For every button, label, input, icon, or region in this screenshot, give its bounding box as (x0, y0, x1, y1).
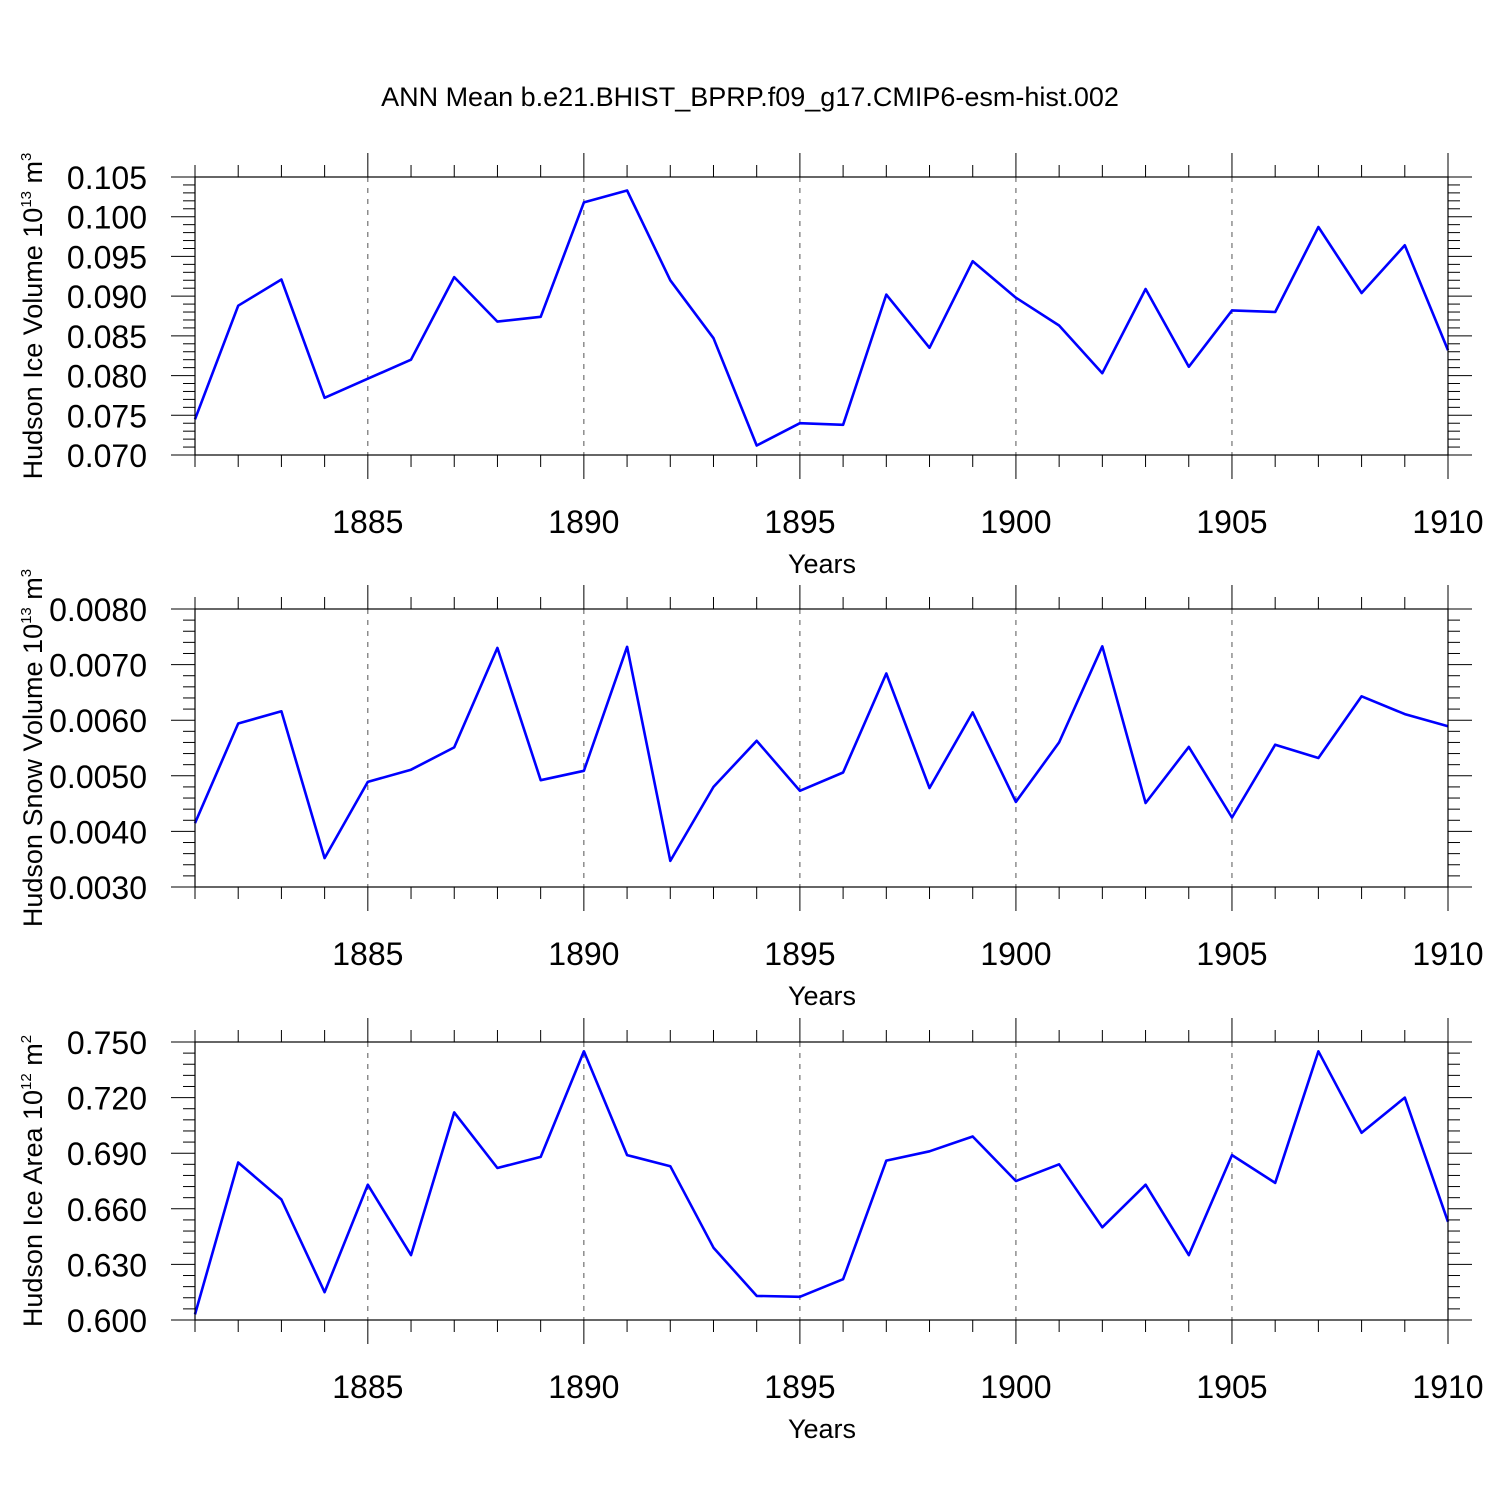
y-tick-label: 0.075 (67, 398, 147, 434)
y-tick-label: 0.0080 (49, 592, 147, 628)
chart-panel-ice-area: 0.600 0.630 0.660 0.690 0.720 0.750 1885 1890 18… (18, 1018, 1484, 1444)
x-tick-label: 1900 (980, 936, 1051, 972)
x-tick-label: 1885 (332, 936, 403, 972)
x-axis-label: Years (788, 1414, 856, 1444)
x-tick-label: 1905 (1196, 504, 1267, 540)
plot-frame (194, 176, 1449, 456)
series-line-ice-area (193, 1050, 1450, 1315)
x-tick-label: 1910 (1412, 936, 1483, 972)
y-tick-label: 0.070 (67, 438, 147, 474)
y-axis-label: Hudson Ice Area 1012 m2 (18, 1035, 48, 1327)
x-tick-label: 1910 (1412, 504, 1483, 540)
x-tick-label: 1895 (764, 936, 835, 972)
x-tick-label: 1885 (332, 504, 403, 540)
y-tick-label: 0.0030 (49, 870, 147, 906)
x-tick-label: 1900 (980, 1369, 1051, 1405)
figure-title: ANN Mean b.e21.BHIST_BPRP.f09_g17.CMIP6-… (381, 82, 1119, 112)
x-tick-label: 1900 (980, 504, 1051, 540)
x-tick-label: 1910 (1412, 1369, 1483, 1405)
y-tick-label: 0.0050 (49, 759, 147, 795)
x-tick-label: 1890 (548, 1369, 619, 1405)
y-tick-label: 0.600 (67, 1303, 147, 1339)
x-tick-label: 1895 (764, 504, 835, 540)
y-tick-label: 0.080 (67, 359, 147, 395)
y-tick-label: 0.085 (67, 319, 147, 355)
plot-frame (194, 608, 1449, 888)
y-tick-label: 0.630 (67, 1247, 147, 1283)
x-axis-label: Years (788, 981, 856, 1011)
y-tick-label: 0.720 (67, 1081, 147, 1117)
y-tick-label: 0.0040 (49, 814, 147, 850)
x-tick-label: 1885 (332, 1369, 403, 1405)
y-tick-label: 0.0060 (49, 703, 147, 739)
x-tick-label: 1905 (1196, 936, 1267, 972)
y-tick-label: 0.095 (67, 239, 147, 275)
x-axis-label: Years (788, 549, 856, 579)
series-line-snow-volume (193, 644, 1449, 863)
series-line-ice-volume (193, 189, 1450, 447)
y-tick-label: 0.105 (67, 160, 147, 196)
chart-panel-snow-volume: 0.0030 0.0040 0.0050 0.0060 0.0070 0.0080 1885… (18, 569, 1484, 1011)
y-axis-label: Hudson Snow Volume 1013 m3 (18, 569, 48, 927)
x-tick-label: 1890 (548, 504, 619, 540)
x-tick-label: 1895 (764, 1369, 835, 1405)
y-tick-label: 0.090 (67, 279, 147, 315)
y-axis-label: Hudson Ice Volume 1013 m3 (18, 153, 48, 480)
y-tick-label: 0.690 (67, 1136, 147, 1172)
y-tick-label: 0.0070 (49, 648, 147, 684)
y-tick-label: 0.660 (67, 1192, 147, 1228)
y-tick-label: 0.100 (67, 200, 147, 236)
x-tick-label: 1890 (548, 936, 619, 972)
y-tick-label: 0.750 (67, 1025, 147, 1061)
x-tick-label: 1905 (1196, 1369, 1267, 1405)
plot-frame (194, 1041, 1449, 1321)
